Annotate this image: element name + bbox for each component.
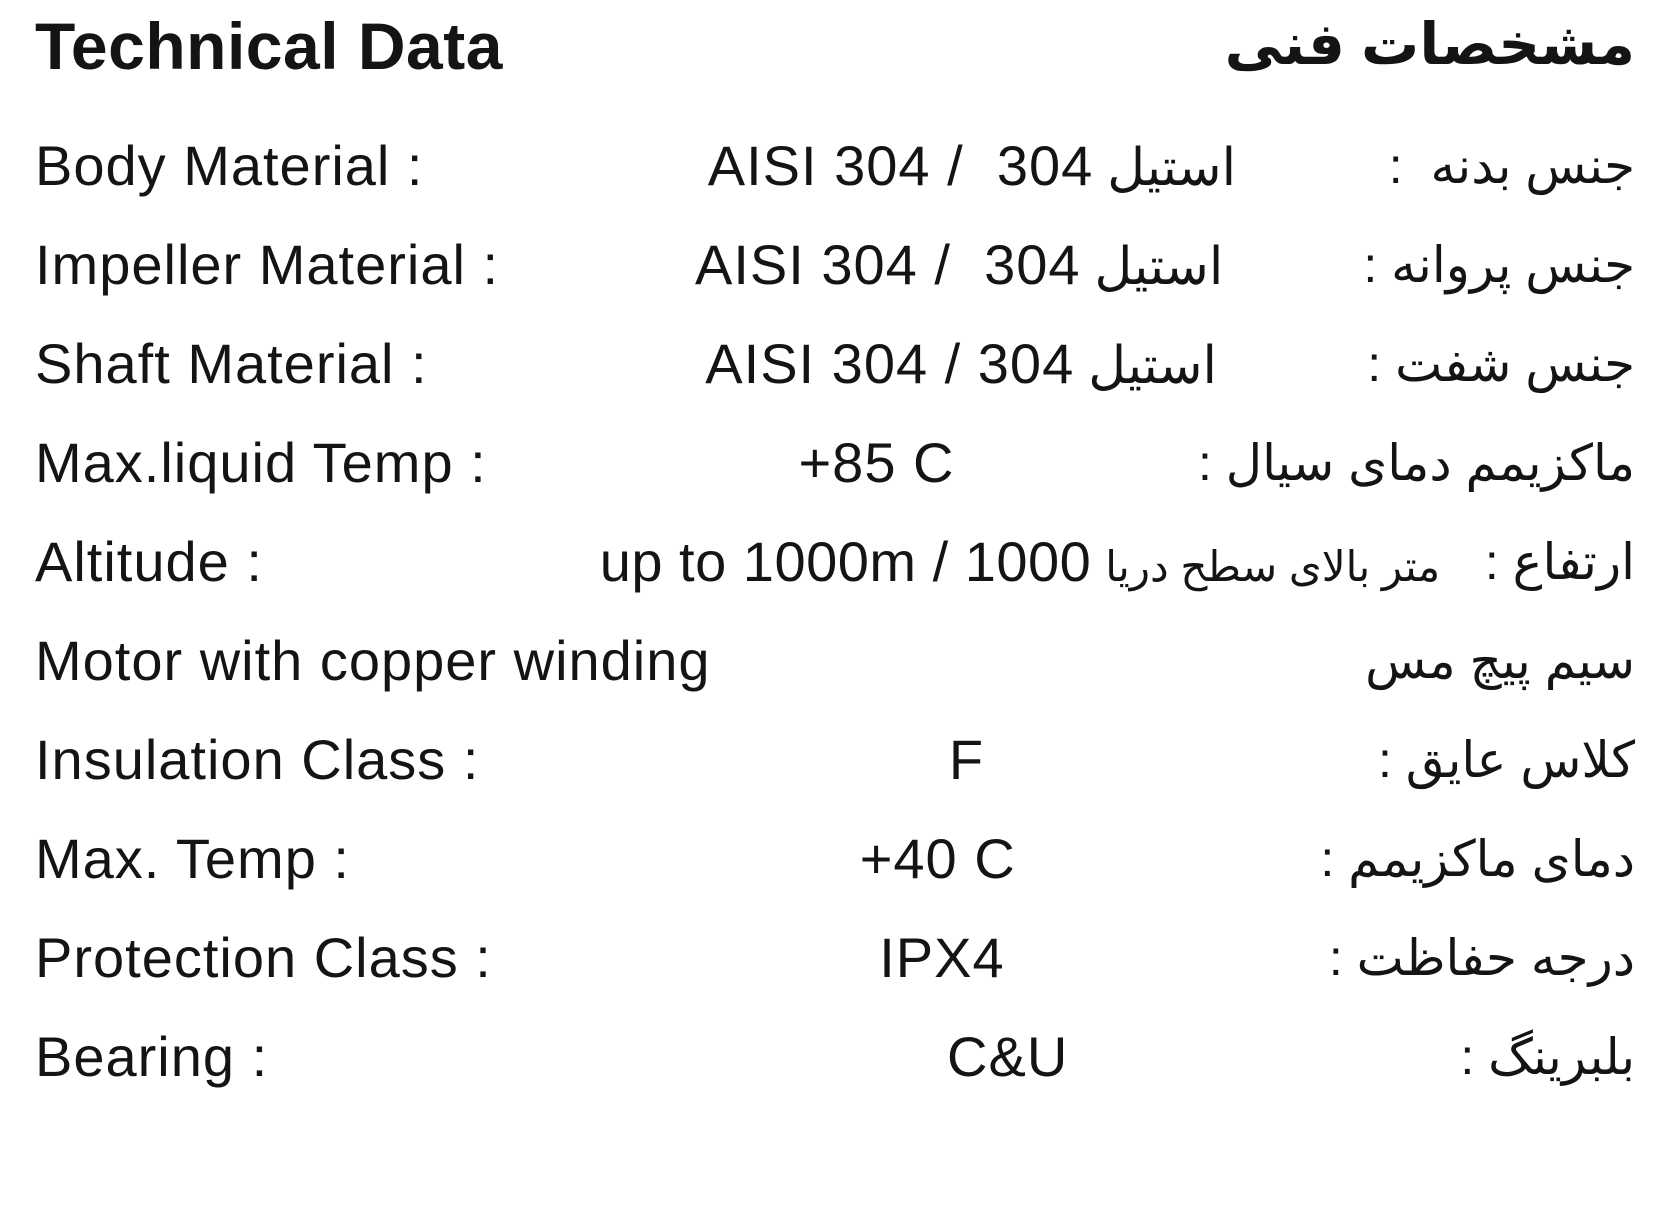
spec-label-en: Insulation Class : xyxy=(35,728,480,791)
spec-label-en: Bearing : xyxy=(35,1025,269,1088)
spec-value: F xyxy=(555,727,1378,792)
spec-value-latin: +85 C xyxy=(798,431,955,494)
spec-value: AISI 304 / 304 استیل xyxy=(555,331,1367,396)
spec-value-fa: استیل xyxy=(1088,337,1217,395)
spec-label-fa: ارتفاع : xyxy=(1484,533,1635,590)
spec-label-en: Max.liquid Temp : xyxy=(35,431,487,494)
spec-label-en: Altitude : xyxy=(35,530,263,593)
spec-row-bearing: Bearing : C&U بلبرینگ : xyxy=(35,1007,1635,1106)
spec-rows: Body Material : AISI 304 / 304 استیل جنس … xyxy=(35,116,1635,1106)
spec-value-latin: C&U xyxy=(947,1025,1069,1088)
spec-value-fa: استیل xyxy=(1094,238,1224,296)
spec-value: IPX4 xyxy=(555,925,1329,990)
spec-value-latin: AISI 304 / 304 xyxy=(695,233,1081,296)
spec-value-latin: +40 C xyxy=(859,827,1016,890)
spec-value: C&U xyxy=(555,1024,1460,1089)
spec-value-fa: متر بالای سطح دریا xyxy=(1105,543,1441,590)
spec-row-max-temp: Max. Temp : +40 C دمای ماکزیمم : xyxy=(35,809,1635,908)
spec-row-insulation-class: Insulation Class : F کلاس عایق : xyxy=(35,710,1635,809)
spec-label-fa: سیم پیچ مس xyxy=(1365,632,1635,689)
page-title-en: Technical Data xyxy=(35,9,503,83)
spec-row-max-liquid-temp: Max.liquid Temp : +85 C ماکزیمم دمای سیا… xyxy=(35,413,1635,512)
spec-label-fa: دمای ماکزیمم : xyxy=(1320,830,1635,887)
spec-value-latin: up to 1000m / 1000 xyxy=(599,530,1092,593)
spec-label-en: Max. Temp : xyxy=(35,827,350,890)
spec-value: AISI 304 / 304 استیل xyxy=(555,232,1363,297)
spec-label-en: Motor with copper winding xyxy=(35,629,711,692)
spec-row-shaft-material: Shaft Material : AISI 304 / 304 استیل جنس… xyxy=(35,314,1635,413)
spec-label-fa: جنس بدنه : xyxy=(1388,137,1635,194)
sheet-header: Technical Data مشخصات فنی xyxy=(35,8,1635,104)
spec-label-fa: ماکزیمم دمای سیال : xyxy=(1197,434,1635,491)
spec-value-latin: AISI 304 / 304 xyxy=(705,332,1075,395)
spec-label-fa: کلاس عایق : xyxy=(1377,731,1635,788)
spec-label-en: Body Material : xyxy=(35,134,424,197)
spec-label-en: Protection Class : xyxy=(35,926,492,989)
spec-value-fa: استیل xyxy=(1107,139,1237,197)
spec-label-fa: جنس شفت : xyxy=(1367,335,1635,392)
spec-label-en: Shaft Material : xyxy=(35,332,428,395)
spec-value: up to 1000m / 1000 متر بالای سطح دریا xyxy=(555,529,1485,594)
spec-row-motor-winding: Motor with copper winding سیم پیچ مس xyxy=(35,611,1635,710)
spec-value-latin: IPX4 xyxy=(879,926,1005,989)
spec-row-body-material: Body Material : AISI 304 / 304 استیل جنس … xyxy=(35,116,1635,215)
spec-label-fa: درجه حفاظت : xyxy=(1328,929,1635,986)
page-title-fa: مشخصات فنی xyxy=(1224,12,1635,77)
spec-value: +85 C xyxy=(555,430,1198,495)
spec-value: +40 C xyxy=(555,826,1320,891)
spec-label-fa: بلبرینگ : xyxy=(1460,1028,1635,1085)
spec-value-latin: F xyxy=(948,728,985,791)
spec-value-latin: AISI 304 / 304 xyxy=(707,134,1094,197)
spec-value: AISI 304 / 304 استیل xyxy=(555,133,1389,198)
spec-row-impeller-material: Impeller Material : AISI 304 / 304 استیل … xyxy=(35,215,1635,314)
spec-label-en: Impeller Material : xyxy=(35,233,500,296)
spec-row-altitude: Altitude : up to 1000m / 1000 متر بالای س… xyxy=(35,512,1635,611)
spec-label-fa: جنس پروانه : xyxy=(1363,236,1635,293)
spec-row-protection-class: Protection Class : IPX4 درجه حفاظت : xyxy=(35,908,1635,1007)
